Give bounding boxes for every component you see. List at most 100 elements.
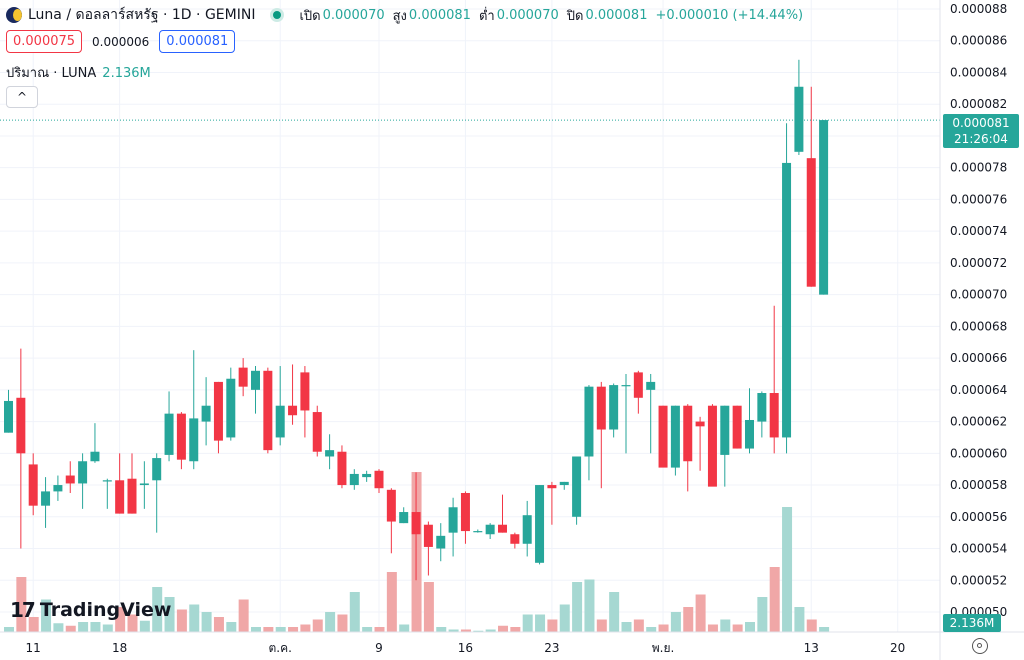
x-tick-label: 11	[26, 641, 41, 655]
candle-body	[102, 480, 112, 482]
candle-body	[794, 86, 804, 152]
x-tick-label: 20	[890, 641, 905, 655]
symbol-title[interactable]: Luna / ดอลลาร์สหรัฐ · 1D · GEMINI	[28, 7, 256, 23]
volume-bar	[226, 622, 237, 632]
candle-body	[436, 535, 446, 549]
candle-body	[16, 397, 26, 454]
volume-bar	[670, 612, 681, 632]
candle	[176, 412, 186, 470]
close-label: ปิด	[566, 8, 584, 24]
candle-body	[658, 405, 668, 468]
candle-body	[139, 483, 149, 486]
volume-bar	[707, 624, 718, 632]
candle-body	[152, 458, 162, 481]
candle	[386, 488, 396, 554]
candle	[337, 445, 347, 489]
candle	[127, 453, 137, 514]
candle-body	[78, 461, 88, 484]
candle-body	[399, 512, 409, 524]
candle-body	[819, 120, 829, 295]
volume-bar	[596, 619, 607, 632]
candle	[819, 120, 829, 295]
sell-button[interactable]: 0.000075	[6, 30, 83, 53]
volume-bar	[745, 622, 755, 632]
y-tick-label: 0.000056	[950, 510, 1007, 524]
volume-bar	[782, 507, 793, 632]
quote-row: 0.000075 0.000006 0.000081	[6, 30, 236, 53]
candle	[535, 485, 545, 565]
volume-bar	[349, 592, 360, 632]
candle	[164, 391, 174, 462]
volume-bar	[312, 619, 323, 632]
y-tick-label: 0.000086	[950, 34, 1007, 48]
candle-body	[213, 381, 223, 441]
y-tick-label: 0.000072	[950, 256, 1007, 270]
y-tick-label: 0.000052	[950, 573, 1007, 587]
candle	[213, 381, 223, 454]
chart-settings-icon[interactable]	[972, 638, 988, 654]
volume-bar	[522, 614, 533, 632]
candle	[757, 391, 767, 438]
candle	[806, 86, 816, 287]
candle	[4, 389, 13, 433]
candle-body	[522, 515, 532, 544]
y-tick-label: 0.000060	[950, 446, 1007, 460]
candle-body	[485, 524, 495, 535]
candle-body	[448, 507, 458, 533]
volume-bar	[423, 582, 434, 632]
volume-bar	[275, 627, 286, 632]
candle-body	[164, 413, 174, 455]
candle	[707, 404, 717, 487]
candle-body	[473, 531, 483, 533]
candle	[411, 472, 421, 581]
y-tick-label: 0.000070	[950, 288, 1007, 302]
volume-bar	[337, 614, 348, 632]
volume-bar	[300, 624, 311, 632]
x-tick-label: ต.ค.	[268, 641, 291, 655]
candle-body	[275, 405, 285, 438]
candle	[41, 477, 51, 528]
volume-bar	[238, 599, 249, 632]
candle-body	[633, 372, 643, 398]
current-price-value: 0.000081	[952, 116, 1009, 130]
candle-body	[127, 478, 137, 514]
volume-bar	[535, 614, 546, 632]
y-tick-label: 0.000068	[950, 319, 1007, 333]
volume-bar	[201, 612, 212, 632]
buy-button[interactable]: 0.000081	[159, 30, 236, 53]
y-tick-label: 0.000064	[950, 383, 1007, 397]
x-tick-label: 9	[375, 641, 383, 655]
collapse-legend-button[interactable]: ^	[6, 86, 38, 108]
candle	[782, 123, 792, 454]
y-tick-label: 0.000058	[950, 478, 1007, 492]
volume-bar	[139, 620, 150, 632]
candle-body	[596, 386, 606, 430]
candle	[325, 434, 335, 470]
tradingview-logo[interactable]: 17 TradingView	[10, 598, 171, 622]
candle-body	[374, 470, 384, 489]
candle-body	[386, 489, 396, 522]
volume-bar	[559, 604, 570, 632]
spread-value: 0.000006	[92, 34, 150, 49]
volume-bar	[28, 617, 39, 632]
volume-bar	[720, 619, 731, 632]
low-label: ต่ำ	[478, 8, 495, 24]
volume-bar	[460, 629, 471, 632]
volume-bar	[621, 622, 632, 632]
volume-bar	[547, 619, 558, 632]
volume-bar	[4, 627, 14, 632]
candle	[139, 461, 149, 509]
volume-bar	[152, 587, 163, 632]
candle	[584, 385, 594, 481]
candle	[745, 388, 754, 454]
chart-header: Luna / ดอลลาร์สหรัฐ · 1D · GEMINI เปิด 0…	[6, 4, 803, 26]
volume-bar	[362, 627, 373, 632]
candle	[720, 405, 730, 487]
candle	[794, 59, 804, 155]
volume-bar	[325, 612, 336, 632]
candle	[53, 475, 63, 501]
candle-body	[41, 491, 51, 506]
price-change: +0.000010 (+14.44%)	[655, 7, 804, 23]
volume-bar	[683, 607, 694, 632]
